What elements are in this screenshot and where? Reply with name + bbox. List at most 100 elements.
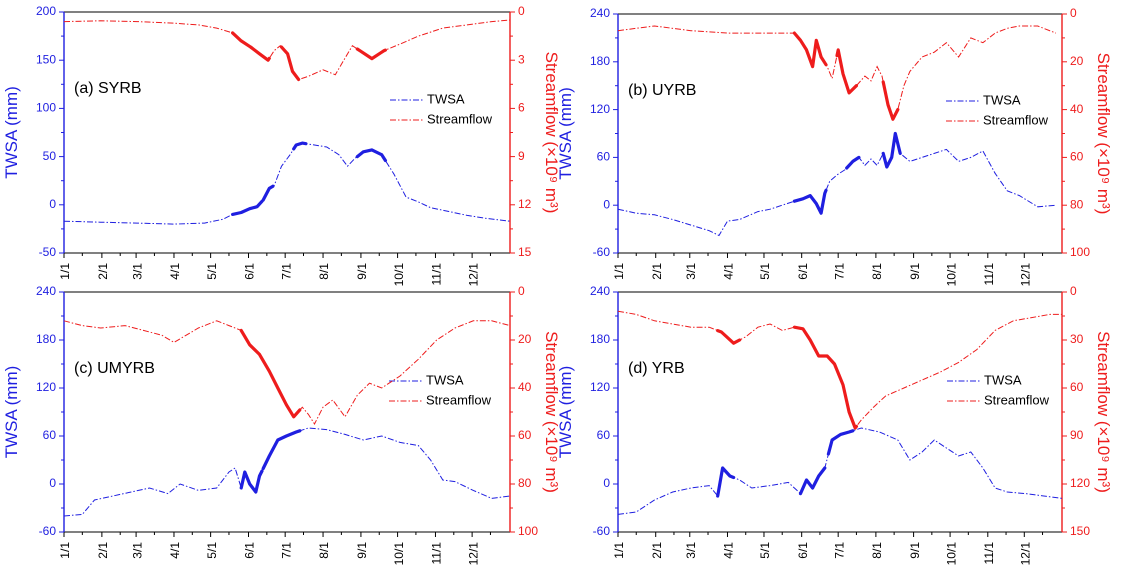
y-right-tick-label: 80 — [1070, 197, 1084, 211]
y-right-tick-label: 0 — [518, 284, 525, 298]
y-left-tick-label: 0 — [603, 476, 610, 490]
streamflow-series-line — [617, 25, 1057, 121]
twsa-highlight-segment — [826, 429, 855, 456]
y-left-tick-label: 180 — [36, 332, 56, 346]
twsa-highlight-segment — [231, 199, 264, 216]
y-right-tick-label: 12 — [518, 197, 532, 211]
y-right-axis-title: Streamflow (×10⁹ m³) — [542, 331, 561, 493]
y-left-tick-label: 120 — [590, 380, 610, 394]
x-tick-label: 6/1 — [796, 263, 810, 280]
legend-label-twsa: TWSA — [983, 92, 1021, 107]
y-left-tick-label: 120 — [590, 102, 610, 116]
y-right-tick-label: 60 — [1070, 150, 1084, 164]
x-tick-label: 5/1 — [758, 263, 772, 280]
x-tick-label: 6/1 — [243, 263, 257, 280]
y-right-tick-label: 80 — [518, 476, 532, 490]
twsa-highlight-segment — [261, 184, 275, 202]
twsa-series-line — [617, 133, 1056, 237]
twsa-series-line — [63, 142, 511, 225]
x-tick-label: 6/1 — [243, 542, 257, 559]
y-left-tick-label: 240 — [590, 284, 610, 298]
legend-label-streamflow: Streamflow — [984, 392, 1050, 407]
streamflow-highlight-segment — [792, 325, 858, 430]
y-left-tick-label: 150 — [36, 52, 56, 66]
x-tick-label: 2/1 — [650, 542, 664, 559]
y-right-tick-label: 90 — [1070, 428, 1084, 442]
panel-label: (b) UYRB — [628, 82, 696, 99]
y-left-tick-label: 240 — [36, 284, 56, 298]
twsa-highlight-segment — [792, 188, 828, 215]
x-tick-label: 1/1 — [58, 263, 72, 280]
x-tick-label: 1/1 — [58, 542, 72, 559]
y-right-tick-label: 0 — [1070, 284, 1077, 298]
y-right-tick-label: 60 — [1070, 380, 1084, 394]
y-left-tick-label: 0 — [49, 476, 56, 490]
y-left-axis-title: TWSA (mm) — [556, 366, 575, 459]
y-right-axis-title: Streamflow (×10⁹ m³) — [1094, 53, 1113, 215]
y-right-tick-label: 60 — [518, 428, 532, 442]
x-tick-label: 1/1 — [612, 263, 626, 280]
x-tick-label: 4/1 — [722, 263, 736, 280]
y-left-axis-title: TWSA (mm) — [2, 366, 21, 459]
y-right-tick-label: 40 — [518, 380, 532, 394]
panel-d: 1/1 2/1 3/1 4/1 5/1 6/1 7/1 8/1 9/1 10/1 11/1 12/1 -… — [556, 284, 1113, 565]
x-tick-label: 2/1 — [650, 263, 664, 280]
twsa-highlight-segment — [239, 469, 264, 494]
x-tick-label: 5/1 — [758, 542, 772, 559]
x-tick-label: 8/1 — [870, 263, 884, 280]
streamflow-highlight-segment — [792, 31, 828, 69]
legend-label-streamflow: Streamflow — [426, 392, 492, 407]
streamflow-series-line — [63, 19, 511, 81]
y-left-tick-label: 60 — [43, 428, 57, 442]
panel-label: (c) UMYRB — [74, 360, 155, 377]
legend-label-twsa: TWSA — [984, 372, 1022, 387]
y-left-tick-label: 200 — [36, 4, 56, 18]
y-right-tick-label: 20 — [518, 332, 532, 346]
panel-c: 1/1 2/1 3/1 4/1 5/1 6/1 7/1 8/1 9/1 10/1 11/1 12/1 -… — [2, 284, 561, 565]
y-right-tick-label: 0 — [518, 4, 525, 18]
x-tick-label: 2/1 — [96, 542, 110, 559]
panel-label: (a) SYRB — [74, 80, 142, 97]
x-tick-label: 3/1 — [130, 542, 144, 559]
x-tick-label: 7/1 — [832, 263, 846, 280]
x-tick-label: 9/1 — [908, 542, 922, 559]
streamflow-highlight-segment — [716, 329, 742, 345]
y-right-axis-title: Streamflow (×10⁹ m³) — [1094, 331, 1113, 493]
x-tick-label: 12/1 — [1018, 263, 1032, 287]
y-right-tick-label: 3 — [518, 52, 525, 66]
x-tick-label: 9/1 — [355, 263, 369, 280]
y-left-axis-title: TWSA (mm) — [2, 86, 21, 179]
x-tick-label: 10/1 — [392, 542, 406, 565]
streamflow-highlight-segment — [279, 45, 301, 82]
x-tick-label: 7/1 — [832, 542, 846, 559]
twsa-highlight-segment — [881, 131, 902, 169]
legend-label-streamflow: Streamflow — [983, 112, 1049, 127]
x-tick-label: 7/1 — [279, 263, 293, 280]
twsa-series-line — [617, 427, 1063, 515]
streamflow-highlight-segment — [881, 80, 900, 121]
streamflow-series-line — [63, 320, 511, 426]
x-tick-label: 12/1 — [1018, 542, 1032, 565]
x-tick-label: 4/1 — [168, 263, 182, 280]
y-left-axis-title: TWSA (mm) — [556, 87, 575, 180]
x-tick-label: 10/1 — [392, 263, 406, 287]
y-left-tick-label: -60 — [39, 524, 57, 538]
x-tick-label: 10/1 — [944, 542, 958, 565]
twsa-highlight-segment — [716, 466, 736, 498]
y-right-tick-label: 150 — [1070, 524, 1090, 538]
x-tick-label: 11/1 — [982, 542, 996, 565]
y-right-tick-label: 0 — [1070, 6, 1077, 20]
x-tick-label: 11/1 — [430, 542, 444, 565]
x-tick-label: 11/1 — [982, 263, 996, 286]
x-tick-label: 3/1 — [684, 263, 698, 280]
streamflow-highlight-segment — [835, 48, 858, 95]
x-tick-label: 10/1 — [944, 263, 958, 287]
x-tick-label: 4/1 — [722, 542, 736, 559]
y-right-tick-label: 20 — [1070, 54, 1084, 68]
x-tick-label: 5/1 — [205, 542, 219, 559]
y-left-tick-label: 60 — [597, 150, 611, 164]
y-left-tick-label: 50 — [43, 149, 57, 163]
x-tick-label: 4/1 — [168, 542, 182, 559]
y-right-tick-label: 15 — [518, 245, 532, 259]
